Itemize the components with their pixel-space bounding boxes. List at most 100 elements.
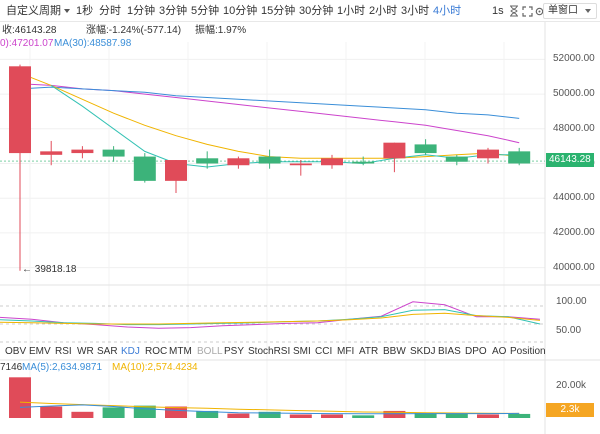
tf-timeshare[interactable]: 分时 <box>99 5 121 17</box>
indicator-tab-sar[interactable]: SAR <box>97 346 118 357</box>
indicator-tab-bias[interactable]: BIAS <box>438 346 461 357</box>
candle-body <box>102 149 125 157</box>
candle-body <box>289 163 312 166</box>
tf-3h[interactable]: 3小时 <box>401 5 430 17</box>
candle-13 <box>414 139 437 155</box>
indicator-tab-dpo[interactable]: DPO <box>465 346 487 357</box>
indicator-tab-smi[interactable]: SMI <box>293 346 311 357</box>
close-price-label: 收:46143.28 <box>2 25 57 36</box>
volume-bar-0 <box>9 377 31 418</box>
candle-body <box>414 144 437 154</box>
tf-10m[interactable]: 10分钟 <box>223 5 258 17</box>
tf-2h[interactable]: 2小时 <box>369 5 398 17</box>
indicator-tab-mtm[interactable]: MTM <box>169 346 192 357</box>
settings-icon[interactable] <box>533 5 545 17</box>
candle-0 <box>9 64 31 271</box>
candle-9 <box>289 160 312 176</box>
volume-bar-8 <box>258 411 281 418</box>
volume-ma5-label: MA(5):2,634.9871 <box>22 362 103 373</box>
chart-style-select[interactable]: 单窗口 <box>543 3 597 19</box>
indicator-tab-kdj[interactable]: KDJ <box>121 346 140 357</box>
volume-bar-15 <box>477 414 499 418</box>
osc-axis-50: 50.00 <box>556 325 582 336</box>
volume-ma-line-0 <box>19 401 520 414</box>
candle-5 <box>165 160 187 194</box>
candle-4 <box>133 153 156 183</box>
indicator-tab-position[interactable]: Position <box>510 346 546 357</box>
candle-body <box>133 156 156 181</box>
candle-body <box>71 149 94 154</box>
volume-bar-7 <box>227 413 250 418</box>
indicator-tab-atr[interactable]: ATR <box>359 346 379 357</box>
price-axis-tick: 40000.00 <box>553 261 595 273</box>
indicator-tab-mfi[interactable]: MFI <box>337 346 355 357</box>
candle-body <box>258 156 281 164</box>
indicator-tab-cci[interactable]: CCI <box>315 346 333 357</box>
price-axis-tick: 50000.00 <box>553 88 595 100</box>
candle-body <box>383 142 406 159</box>
osc-axis-100: 100.00 <box>556 296 587 307</box>
indicator-tab-bbw[interactable]: BBW <box>383 346 406 357</box>
tf-1m[interactable]: 1分钟 <box>127 5 156 17</box>
ma-a-label: 0):47201.07 <box>0 38 54 49</box>
indicator-tab-emv[interactable]: EMV <box>29 346 51 357</box>
indicator-tab-skdj[interactable]: SKDJ <box>410 346 436 357</box>
timeframe-toolbar: 自定义周期 1秒 分时 1分钟 3分钟 5分钟 10分钟 15分钟 30分钟 1… <box>0 0 600 22</box>
ma-30-label: MA(30):48587.98 <box>54 38 132 49</box>
price-axis-tick: 48000.00 <box>553 122 595 134</box>
ma-line-1 <box>19 86 520 119</box>
volume-ma10-label: MA(10):2,574.4234 <box>112 362 198 373</box>
candle-6 <box>196 151 219 169</box>
custom-period-dropdown[interactable]: 自定义周期 <box>6 4 70 18</box>
ma-line-3 <box>50 84 520 168</box>
tf-1s[interactable]: 1秒 <box>76 5 94 17</box>
candle-8 <box>258 149 281 169</box>
mode-toggle[interactable]: 1s <box>492 5 504 17</box>
indicator-tab-roc[interactable]: ROC <box>145 346 168 357</box>
amplitude-label: 振幅:1.97% <box>195 25 247 36</box>
candle-body <box>352 161 375 164</box>
volume-id-fragment: 7146 <box>0 362 23 373</box>
indicator-tab-psy[interactable]: PSY <box>224 346 245 357</box>
tf-15m[interactable]: 15分钟 <box>261 5 296 17</box>
tf-5m[interactable]: 5分钟 <box>191 5 220 17</box>
candle-body <box>508 151 531 164</box>
candle-body <box>227 158 250 166</box>
osc-line-2 <box>0 312 541 325</box>
candle-body <box>445 156 468 162</box>
indicator-tab-rsi[interactable]: RSI <box>55 346 72 357</box>
volume-bar-13 <box>414 412 437 418</box>
volume-axis-label: 20.00k <box>556 380 587 391</box>
volume-bar-16 <box>508 413 531 418</box>
indicator-tab-stochrsi[interactable]: StochRSI <box>248 346 291 357</box>
volume-bar-14 <box>445 413 468 418</box>
indicator-tab-wr[interactable]: WR <box>77 346 94 357</box>
tf-30m[interactable]: 30分钟 <box>299 5 334 17</box>
tf-3m[interactable]: 3分钟 <box>159 5 188 17</box>
volume-bar-2 <box>71 411 94 418</box>
fullscreen-icon[interactable] <box>521 5 533 17</box>
hourglass-icon[interactable] <box>508 5 520 17</box>
price-axis-tick: 44000.00 <box>553 192 595 204</box>
candles-layer <box>9 64 531 271</box>
volume-bar-9 <box>289 414 312 418</box>
candle-11 <box>352 156 375 166</box>
candle-1 <box>40 140 63 166</box>
candle-12 <box>383 142 406 173</box>
price-axis-tick: 42000.00 <box>553 226 595 238</box>
tf-1h[interactable]: 1小时 <box>337 5 366 17</box>
candle-10 <box>321 154 343 169</box>
candle-3 <box>102 146 125 162</box>
volume-bar-1 <box>40 406 63 418</box>
candle-body <box>321 158 343 166</box>
low-price-value: 39818.18 <box>34 264 77 275</box>
candle-body <box>165 160 187 181</box>
volume-bar-10 <box>321 414 343 418</box>
indicator-tab-obv[interactable]: OBV <box>5 346 27 357</box>
candle-body <box>196 158 219 164</box>
tf-4h[interactable]: 4小时 <box>433 5 462 17</box>
price-axis-tick: 52000.00 <box>553 53 595 65</box>
indicator-tab-ao[interactable]: AO <box>492 346 507 357</box>
indicator-tab-boll[interactable]: BOLL <box>197 346 223 357</box>
